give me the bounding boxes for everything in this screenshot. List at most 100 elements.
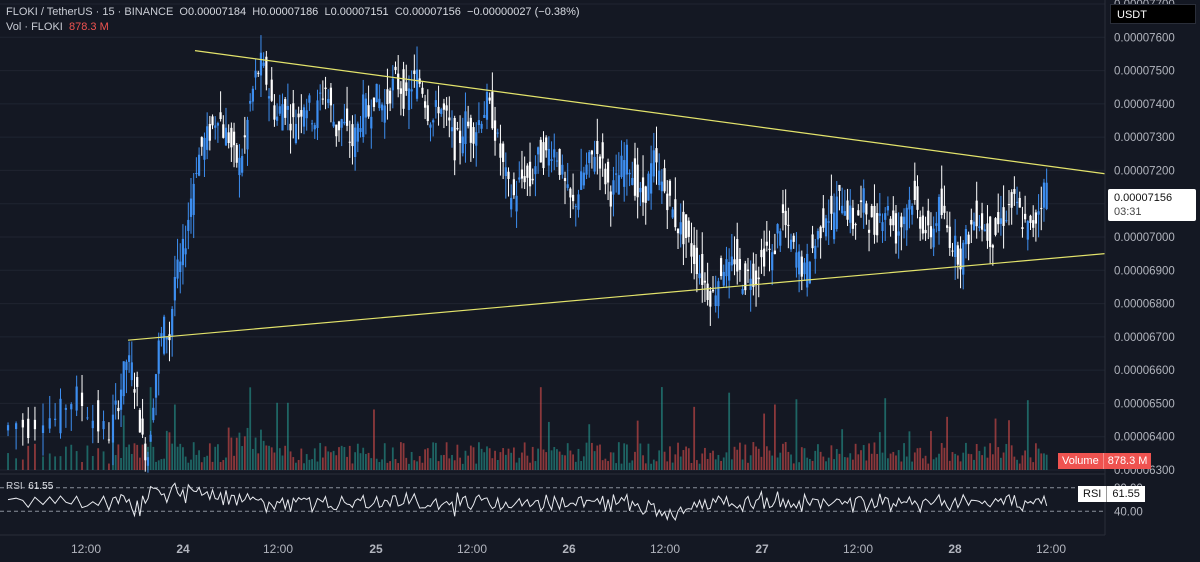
volume-bar bbox=[332, 450, 335, 470]
candle-body bbox=[703, 280, 707, 283]
volume-bar bbox=[808, 459, 811, 470]
candle-body bbox=[873, 205, 876, 235]
candle-body bbox=[345, 108, 349, 126]
volume-bar bbox=[585, 442, 588, 470]
volume-bar bbox=[182, 447, 184, 470]
volume-bar bbox=[989, 443, 992, 470]
volume-bar bbox=[806, 457, 809, 470]
volume-bar bbox=[227, 427, 230, 470]
candle-body bbox=[75, 386, 78, 411]
candle-body bbox=[849, 205, 852, 223]
volume-bar bbox=[459, 457, 461, 470]
volume-bar bbox=[225, 457, 227, 470]
rsi-header[interactable]: RSI 61.55 bbox=[6, 481, 53, 492]
volume-bar bbox=[932, 459, 935, 470]
volume-bar bbox=[916, 448, 919, 470]
candle-body bbox=[800, 256, 803, 277]
candle-body bbox=[763, 248, 766, 267]
currency-selector[interactable]: USDT bbox=[1110, 4, 1196, 24]
volume-bar bbox=[881, 452, 884, 470]
candle-body bbox=[795, 252, 798, 268]
rsi-header-label: RSI bbox=[6, 481, 23, 492]
volume-bar bbox=[639, 443, 642, 470]
candle-body bbox=[219, 112, 222, 120]
candle-body bbox=[749, 278, 752, 290]
candle-body bbox=[216, 123, 220, 126]
volume-bar bbox=[771, 455, 774, 470]
volume-bar bbox=[91, 455, 94, 470]
volume-bar bbox=[529, 462, 531, 470]
candle-body bbox=[111, 414, 115, 443]
volume-bar bbox=[951, 452, 954, 470]
volume-bar bbox=[663, 451, 666, 470]
candle-body bbox=[80, 392, 84, 407]
volume-bar bbox=[698, 463, 701, 470]
candle-body bbox=[596, 141, 599, 154]
candle-body bbox=[510, 197, 513, 210]
candle-body bbox=[814, 245, 817, 259]
volume-bar bbox=[27, 445, 30, 470]
volume-bar bbox=[243, 436, 246, 470]
candle-body bbox=[765, 241, 768, 246]
candle-body bbox=[380, 104, 384, 111]
candle-body bbox=[870, 205, 873, 218]
volume-bar bbox=[70, 444, 73, 470]
candle-body bbox=[238, 157, 241, 176]
volume-bar bbox=[128, 444, 131, 470]
volume-bar bbox=[515, 462, 518, 470]
candle-body bbox=[6, 425, 10, 431]
volume-bar bbox=[714, 459, 717, 470]
volume-label[interactable]: Vol · FLOKI bbox=[6, 21, 63, 33]
candle-body bbox=[64, 407, 67, 410]
volume-bar bbox=[741, 459, 744, 470]
volume-bar bbox=[386, 462, 389, 470]
last-price-badge: 0.00007156 03:31 bbox=[1108, 189, 1196, 221]
candle-body bbox=[582, 172, 585, 186]
candle-body bbox=[86, 417, 89, 419]
symbol-label[interactable]: FLOKI / TetherUS · 15 · BINANCE bbox=[6, 6, 174, 18]
candle-body bbox=[709, 290, 712, 307]
candle-body bbox=[919, 216, 922, 229]
volume-bar bbox=[849, 453, 852, 470]
candle-body bbox=[467, 121, 470, 127]
volume-bar bbox=[634, 451, 636, 470]
candle-body bbox=[846, 200, 849, 220]
candle-body bbox=[851, 207, 855, 229]
candle-body bbox=[757, 277, 760, 280]
volume-bar bbox=[765, 446, 768, 470]
volume-bar bbox=[1002, 452, 1005, 470]
candle-body bbox=[402, 69, 405, 109]
candle-body bbox=[991, 245, 994, 248]
volume-bar bbox=[168, 432, 171, 470]
candle-body bbox=[211, 116, 214, 126]
volume-bar bbox=[1024, 450, 1027, 470]
candle-body bbox=[453, 118, 456, 161]
volume-bar bbox=[921, 458, 924, 470]
candle-body bbox=[119, 389, 123, 410]
candle-body bbox=[480, 123, 483, 129]
time-axis[interactable]: 12:00 24 12:00 25 12:00 26 12:00 27 12:00 28 12:00 bbox=[0, 534, 1105, 556]
price-tick-label: 0.00007400 bbox=[1114, 99, 1175, 111]
volume-bar bbox=[510, 452, 513, 470]
volume-bar bbox=[478, 442, 480, 470]
volume-bar bbox=[120, 458, 122, 470]
volume-bar bbox=[650, 463, 653, 470]
time-tick-label: 12:00 bbox=[843, 542, 873, 556]
volume-bar bbox=[292, 457, 295, 470]
volume-bar bbox=[704, 447, 706, 470]
volume-bar bbox=[122, 415, 125, 470]
candle-body bbox=[553, 149, 556, 158]
volume-bar bbox=[852, 459, 854, 470]
candle-body bbox=[383, 105, 386, 123]
candle-body bbox=[569, 188, 572, 198]
candle-body bbox=[940, 188, 943, 216]
volume-bar bbox=[338, 447, 340, 470]
candle-body bbox=[954, 235, 957, 257]
volume-bar bbox=[728, 392, 731, 470]
volume-bar bbox=[289, 451, 292, 470]
volume-bar bbox=[308, 459, 311, 470]
candle-body bbox=[313, 125, 316, 130]
volume-bar bbox=[865, 460, 868, 470]
candle-body bbox=[1026, 221, 1029, 240]
